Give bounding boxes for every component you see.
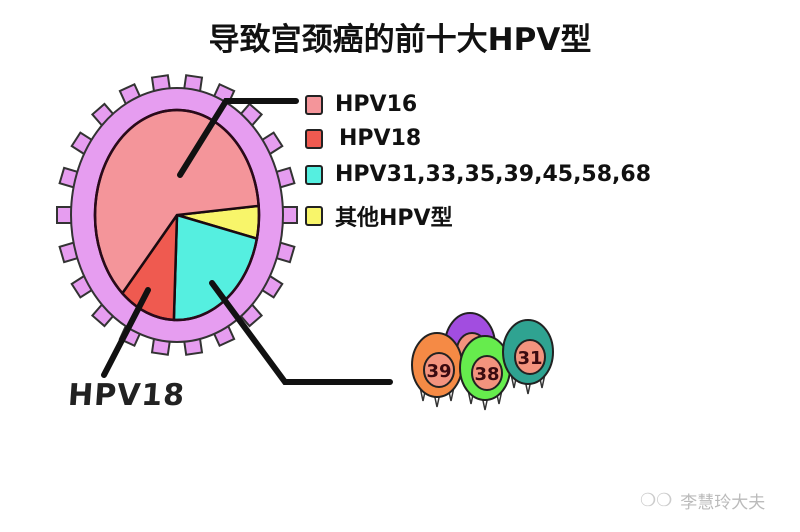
- legend-label: 其他HPV型: [335, 206, 453, 231]
- legend-label: HPV31,33,35,39,45,58,68: [335, 162, 652, 187]
- legend-label: HPV16: [335, 92, 418, 117]
- virus-badge: [514, 339, 546, 375]
- pie-outline: [93, 108, 261, 322]
- legend-swatch: [305, 128, 323, 149]
- virus-group: 8393831: [411, 312, 554, 411]
- legend-item-hpv18: HPV18: [305, 126, 421, 151]
- wechat-icon: ❍❍: [640, 490, 673, 511]
- virus-label: 31: [517, 348, 542, 369]
- legend-swatch: [305, 164, 323, 185]
- leader-other-types: [209, 280, 393, 385]
- chart-title: 导致宫颈癌的前十大HPV型: [208, 22, 592, 58]
- leader-hpv16: [177, 98, 299, 178]
- watermark: ❍❍ 李慧玲大夫: [640, 488, 765, 513]
- legend-item-hpv16: HPV16: [305, 92, 417, 117]
- legend-swatch: [305, 206, 323, 226]
- virus-badge: [471, 355, 503, 391]
- virus-badge: [423, 352, 455, 388]
- watermark-text: 李慧玲大夫: [680, 493, 766, 513]
- virus-label: 38: [474, 364, 499, 385]
- virus-particle: 39: [411, 332, 463, 408]
- legend-swatch: [305, 94, 323, 115]
- virus-particle: 31: [502, 319, 554, 395]
- legend-item-other-high-risk: HPV31,33,35,39,45,58,68: [305, 162, 651, 187]
- leader-hpv18: [101, 287, 151, 378]
- legend-item-other: 其他HPV型: [305, 200, 453, 232]
- hpv18-annotation: HPV18: [66, 378, 187, 413]
- virus-label: 39: [426, 361, 451, 382]
- legend-label: HPV18: [339, 126, 422, 151]
